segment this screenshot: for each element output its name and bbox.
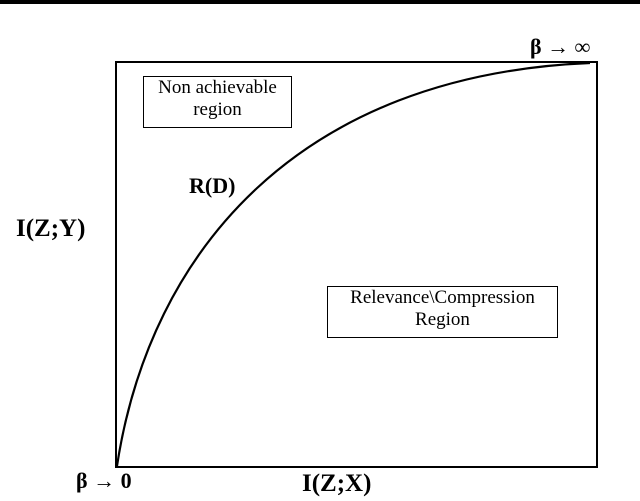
non-achievable-line2: region	[193, 99, 242, 120]
relevance-region-line1: Relevance\Compression	[350, 287, 535, 308]
y-axis-label: I(Z;Y)	[16, 215, 86, 242]
curve-label: R(D)	[189, 173, 236, 198]
top-rule	[0, 0, 640, 4]
plot-frame	[115, 61, 598, 468]
rate-distortion-curve	[115, 61, 591, 467]
non-achievable-region-box: Non achievable region	[143, 76, 292, 128]
relevance-region-line2: Region	[415, 309, 470, 330]
x-axis-label: I(Z;X)	[302, 470, 372, 497]
beta-zero-label: β → 0	[76, 468, 132, 493]
relevance-compression-region-box: Relevance\Compression Region	[327, 286, 558, 338]
beta-infinity-label: β → ∞	[530, 34, 591, 59]
non-achievable-line1: Non achievable	[158, 77, 277, 98]
